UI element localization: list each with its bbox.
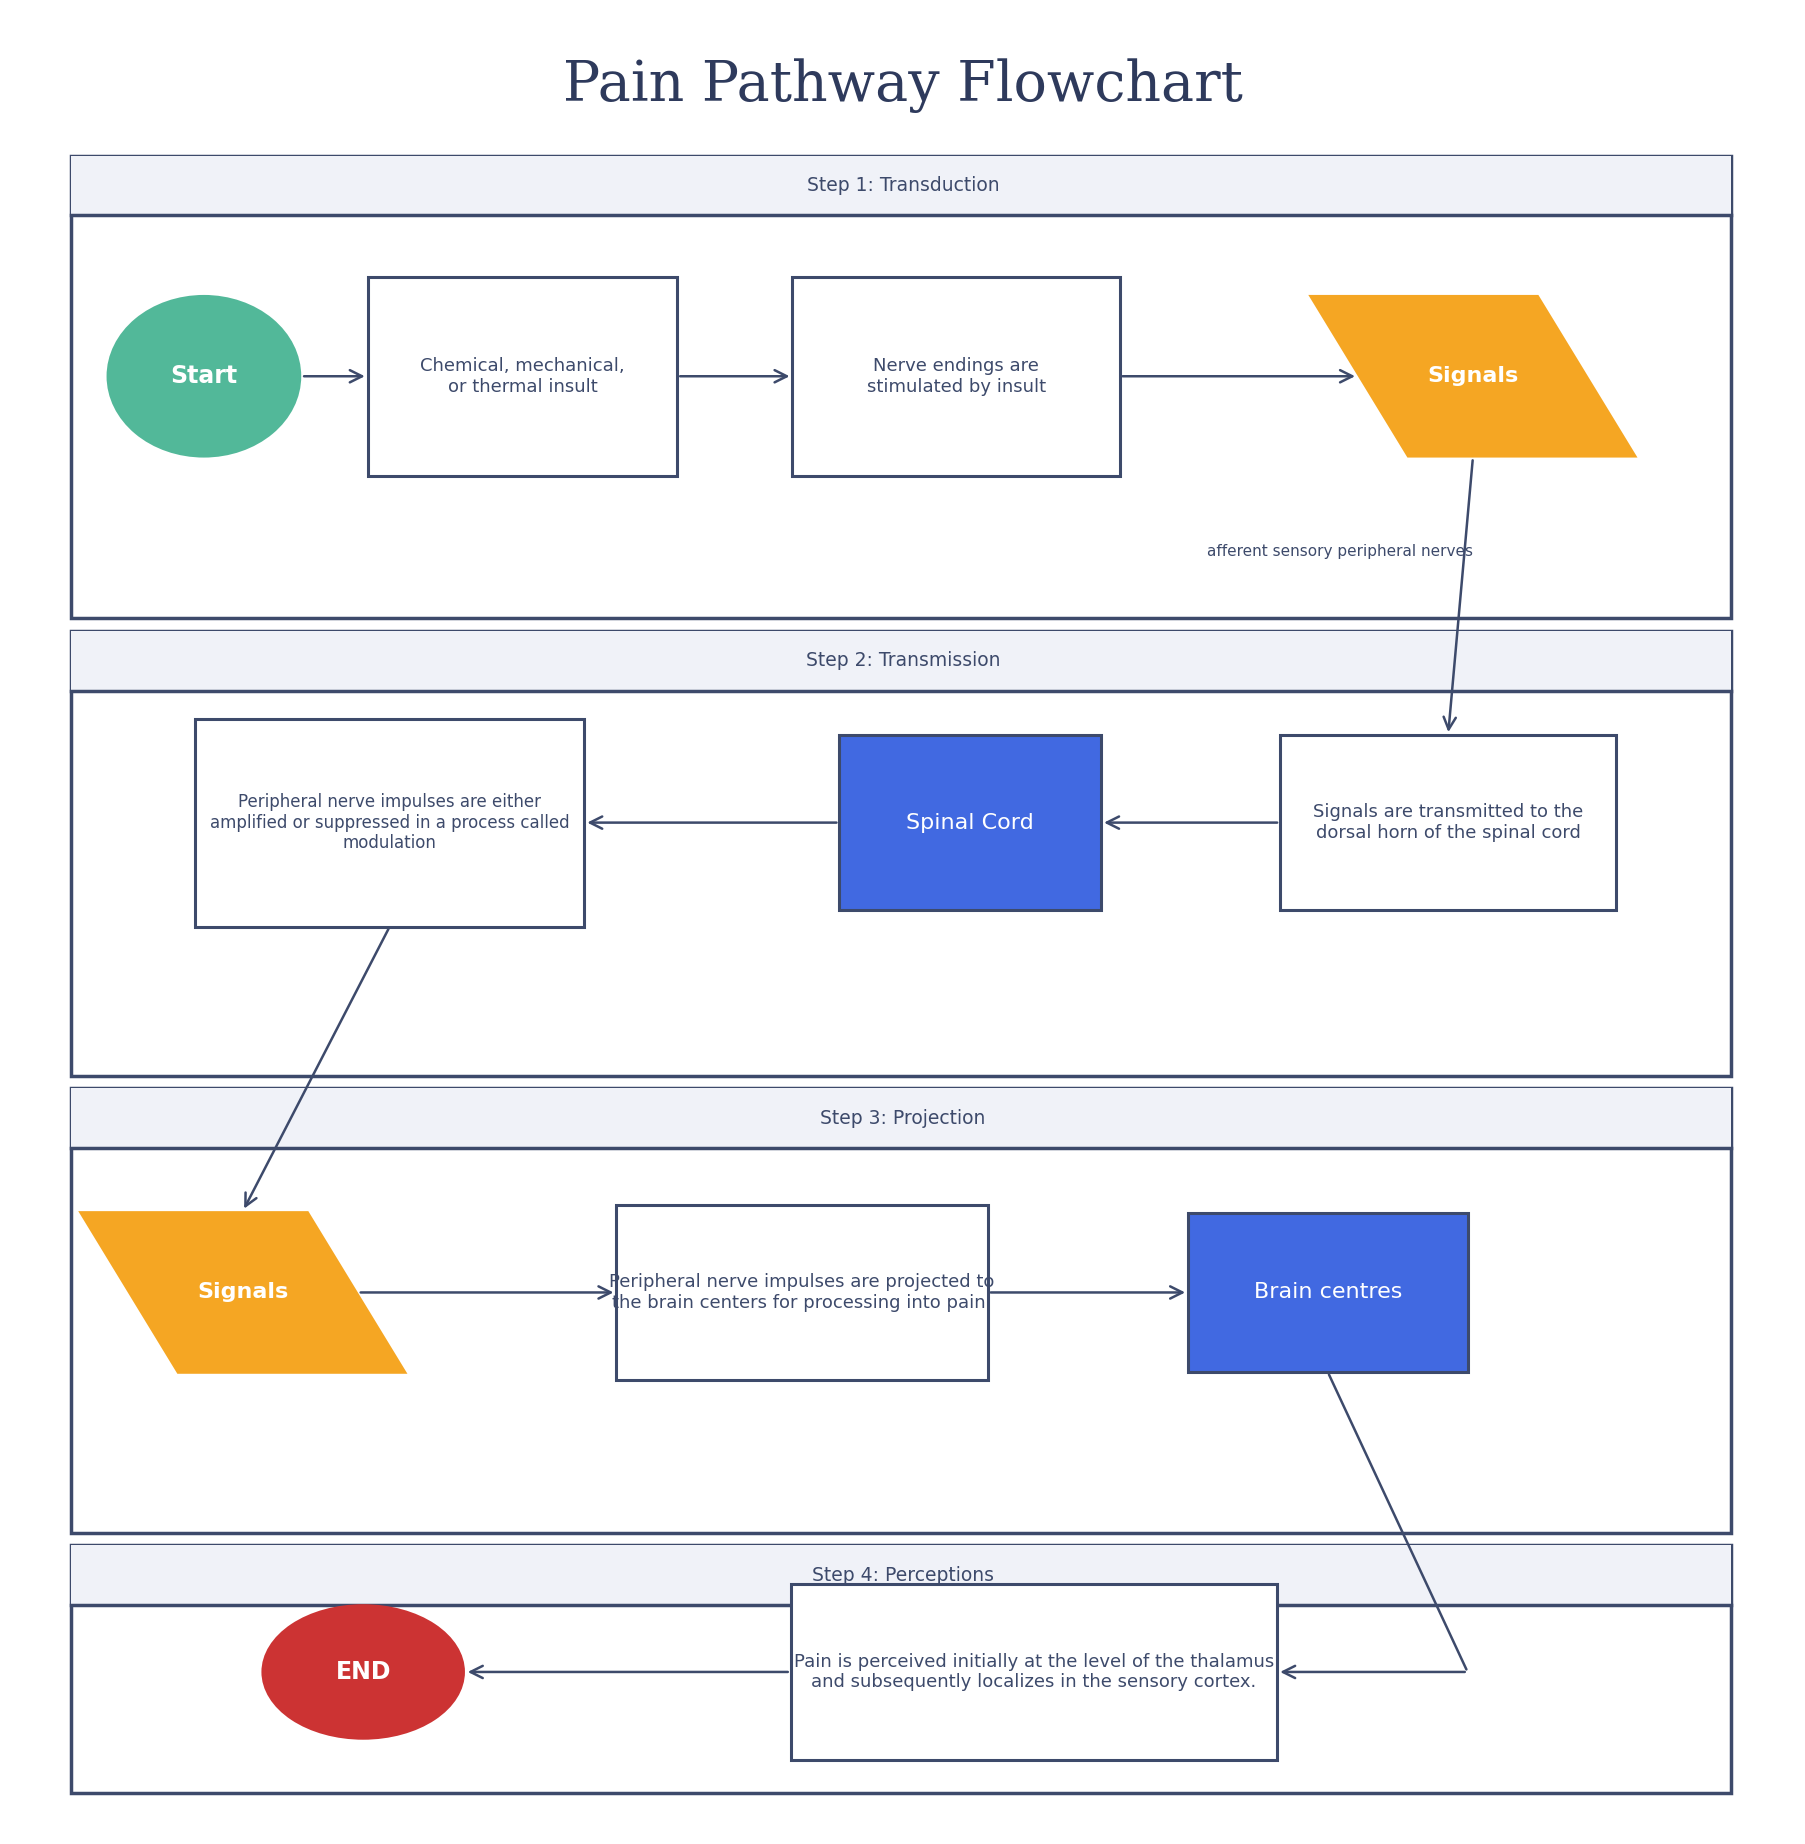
FancyBboxPatch shape [70, 1545, 1731, 1604]
FancyBboxPatch shape [1280, 736, 1615, 911]
Polygon shape [78, 1212, 408, 1374]
Text: afferent sensory peripheral nerves: afferent sensory peripheral nerves [1206, 544, 1473, 559]
Text: Peripheral nerve impulses are projected to
the brain centers for processing into: Peripheral nerve impulses are projected … [608, 1272, 995, 1311]
Text: END: END [336, 1660, 390, 1684]
Text: Step 1: Transduction: Step 1: Transduction [807, 175, 998, 195]
Text: Step 3: Projection: Step 3: Projection [819, 1108, 986, 1127]
FancyBboxPatch shape [839, 736, 1101, 911]
Text: Peripheral nerve impulses are either
amplified or suppressed in a process called: Peripheral nerve impulses are either amp… [209, 793, 569, 852]
Polygon shape [1307, 295, 1637, 457]
FancyBboxPatch shape [791, 1584, 1276, 1759]
Text: Pain Pathway Flowchart: Pain Pathway Flowchart [563, 57, 1242, 112]
Text: Signals: Signals [1426, 367, 1518, 385]
Ellipse shape [262, 1604, 464, 1739]
FancyBboxPatch shape [792, 277, 1119, 476]
FancyBboxPatch shape [616, 1204, 987, 1379]
FancyBboxPatch shape [70, 1088, 1731, 1147]
FancyBboxPatch shape [368, 277, 677, 476]
Text: Signals: Signals [197, 1282, 289, 1302]
Ellipse shape [106, 295, 301, 457]
Text: Nerve endings are
stimulated by insult: Nerve endings are stimulated by insult [866, 358, 1045, 396]
Text: Start: Start [170, 365, 236, 389]
Text: Step 4: Perceptions: Step 4: Perceptions [812, 1566, 993, 1584]
Text: Spinal Cord: Spinal Cord [906, 813, 1034, 833]
Text: Chemical, mechanical,
or thermal insult: Chemical, mechanical, or thermal insult [421, 358, 625, 396]
Text: Step 2: Transmission: Step 2: Transmission [805, 651, 1000, 671]
FancyBboxPatch shape [70, 631, 1731, 692]
FancyBboxPatch shape [1188, 1213, 1467, 1372]
Text: Pain is perceived initially at the level of the thalamus
and subsequently locali: Pain is perceived initially at the level… [794, 1652, 1273, 1691]
FancyBboxPatch shape [195, 719, 585, 926]
Text: Signals are transmitted to the
dorsal horn of the spinal cord: Signals are transmitted to the dorsal ho… [1312, 804, 1583, 843]
FancyBboxPatch shape [70, 155, 1731, 216]
Text: Brain centres: Brain centres [1253, 1282, 1401, 1302]
